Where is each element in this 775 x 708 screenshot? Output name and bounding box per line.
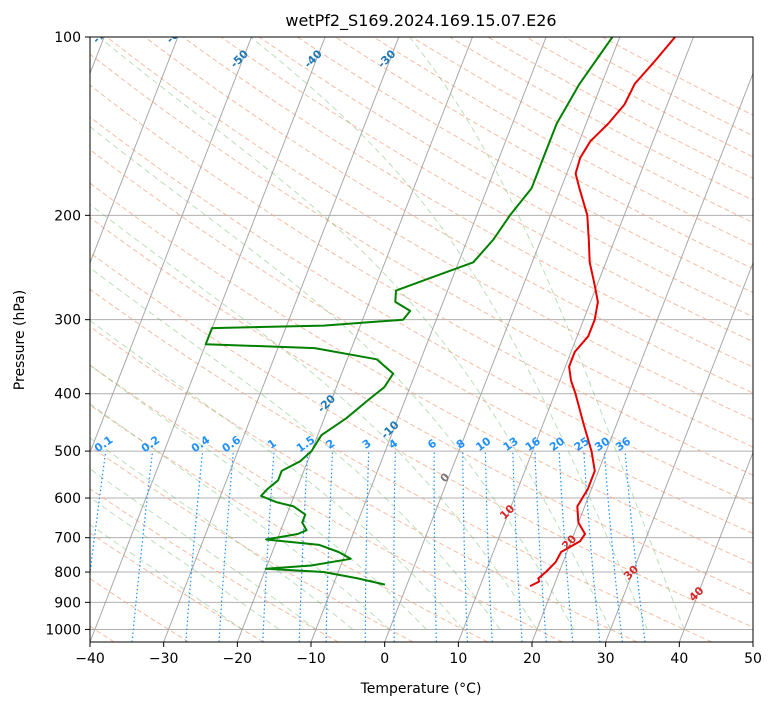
dry-adiabat xyxy=(220,37,753,343)
x-axis: −40 −30 −20 −10 0 10 20 30 40 50 xyxy=(75,642,762,667)
mixing-ratio-line xyxy=(603,451,623,642)
moist-adiabats xyxy=(90,37,685,630)
y-tick-label: 1000 xyxy=(45,622,81,638)
y-tick-label: 200 xyxy=(54,208,81,224)
dry-adiabat xyxy=(90,216,753,596)
x-tick-label: 20 xyxy=(523,651,541,667)
isotherm xyxy=(163,37,400,642)
x-tick-label: 50 xyxy=(744,651,762,667)
moist-adiabat xyxy=(90,523,243,630)
moist-adiabat xyxy=(90,203,538,630)
isotherm xyxy=(531,71,753,642)
dry-adiabat xyxy=(90,326,638,642)
dry-adiabat xyxy=(487,37,753,179)
dry-adiabat xyxy=(525,37,753,158)
moist-adiabat xyxy=(90,126,575,630)
mixing-ratio-lines xyxy=(90,451,646,642)
isotherm xyxy=(678,451,753,642)
y-tick-label: 100 xyxy=(54,30,81,46)
isotherm xyxy=(90,37,179,265)
moist-adiabat xyxy=(250,37,648,630)
mixing-ratio-line xyxy=(624,451,646,642)
y-tick-label: 700 xyxy=(54,531,81,547)
dry-adiabat xyxy=(411,37,753,224)
moist-adiabat xyxy=(90,496,280,630)
y-tick-label: 800 xyxy=(54,565,81,581)
moist-adiabat xyxy=(98,37,611,630)
dry-adiabat xyxy=(335,37,753,270)
x-axis-title: Temperature (°C) xyxy=(360,681,482,697)
x-tick-label: −40 xyxy=(75,651,105,667)
isotherm xyxy=(90,37,252,454)
plot-frame xyxy=(89,36,754,643)
dry-adiabat xyxy=(90,288,712,642)
dry-adiabat xyxy=(90,488,339,642)
temperature-profile xyxy=(529,37,676,587)
x-tick-label: −30 xyxy=(149,651,179,667)
dry-adiabat xyxy=(90,445,414,642)
isotherm xyxy=(605,261,753,642)
dry-adiabat xyxy=(90,53,753,448)
dry-adiabat xyxy=(144,37,753,394)
x-tick-label: 30 xyxy=(597,651,615,667)
dry-adiabat xyxy=(106,37,753,421)
isotherm-label: -70 xyxy=(90,23,113,46)
dry-adiabat xyxy=(373,37,753,246)
isotherm xyxy=(384,37,621,642)
y-tick-label: 400 xyxy=(54,387,81,403)
x-tick-label: −10 xyxy=(296,651,326,667)
moist-adiabat xyxy=(90,437,354,630)
dewpoint-profile xyxy=(204,37,614,586)
chart-title: wetPf2_S169.2024.169.15.07.E26 xyxy=(285,11,556,31)
profile-series xyxy=(204,37,676,587)
moist-adiabat xyxy=(90,403,390,630)
y-axis: 100 200 300 400 500 600 700 800 900 1000 xyxy=(45,30,90,638)
y-axis-title: Pressure (hPa) xyxy=(12,290,28,390)
y-tick-label: 500 xyxy=(54,444,81,460)
x-tick-label: −20 xyxy=(223,651,253,667)
x-tick-label: 10 xyxy=(449,651,467,667)
moist-adiabat xyxy=(409,37,685,630)
dry-adiabat xyxy=(90,148,753,535)
isotherm-label: -60 xyxy=(164,23,187,46)
dry-adiabat xyxy=(258,37,753,318)
y-tick-label: 600 xyxy=(54,491,81,507)
moist-adiabat xyxy=(90,319,464,630)
x-tick-label: 40 xyxy=(670,651,688,667)
dry-adiabat xyxy=(90,84,753,476)
moist-adiabat xyxy=(90,267,501,630)
x-tick-label: 0 xyxy=(380,651,389,667)
isotherm xyxy=(457,37,694,642)
mixing-ratio-line xyxy=(90,451,107,579)
y-tick-label: 300 xyxy=(54,313,81,329)
dry-adiabat xyxy=(90,364,563,642)
moist-adiabat xyxy=(90,468,317,630)
isotherm xyxy=(310,37,547,642)
y-tick-label: 900 xyxy=(54,595,81,611)
mixing-ratio-line xyxy=(131,451,154,642)
